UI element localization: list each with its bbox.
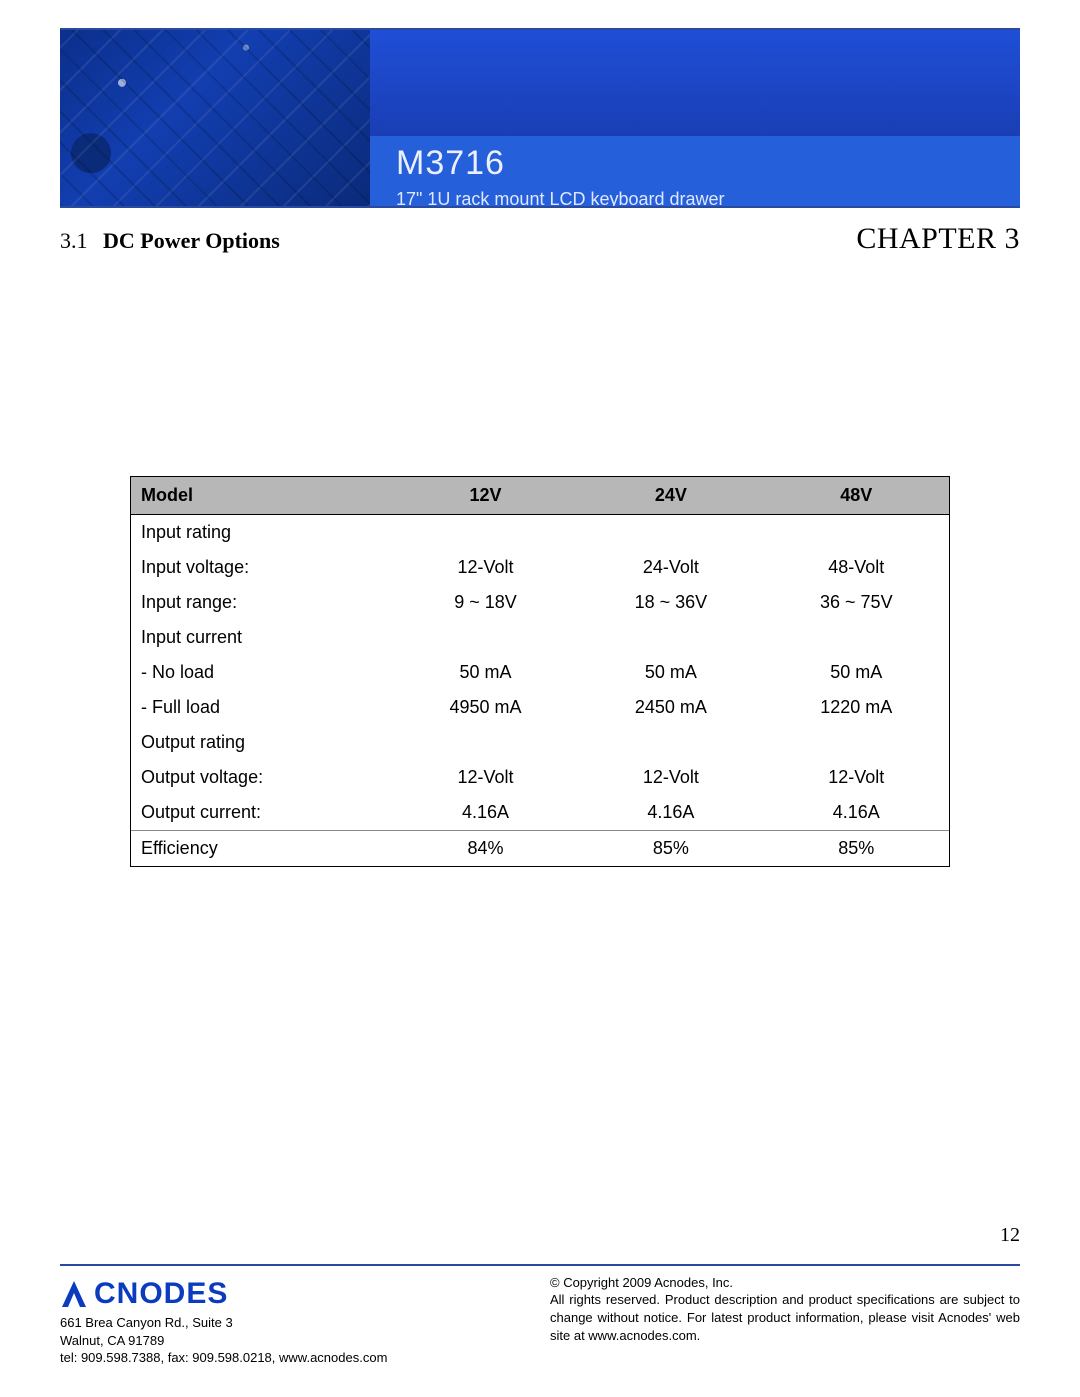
table-cell: 84% xyxy=(393,831,578,867)
table-cell: 9 ~ 18V xyxy=(393,585,578,620)
table-cell xyxy=(393,620,578,655)
footer-copyright: © Copyright 2009 Acnodes, Inc. xyxy=(550,1274,1020,1292)
table-cell xyxy=(578,725,763,760)
table-cell: 12-Volt xyxy=(764,760,949,795)
footer-legal: All rights reserved. Product description… xyxy=(550,1291,1020,1344)
footer-address-3: tel: 909.598.7388, fax: 909.598.0218, ww… xyxy=(60,1349,387,1367)
table-cell: 1220 mA xyxy=(764,690,949,725)
table-cell: 24-Volt xyxy=(578,550,763,585)
table-row-label: Input current xyxy=(131,620,393,655)
table-cell: 85% xyxy=(764,831,949,867)
table-row-label: - No load xyxy=(131,655,393,690)
table-cell xyxy=(393,725,578,760)
table-row-label: Input range: xyxy=(131,585,393,620)
table-cell: 36 ~ 75V xyxy=(764,585,949,620)
banner-circuit-image xyxy=(60,30,370,206)
table-cell: 4950 mA xyxy=(393,690,578,725)
table-row-label: Input voltage: xyxy=(131,550,393,585)
table-row-label: Output current: xyxy=(131,795,393,831)
table-cell xyxy=(764,725,949,760)
brand-text: CNODES xyxy=(94,1274,228,1315)
table-row-label: Efficiency xyxy=(131,831,393,867)
table-cell xyxy=(764,620,949,655)
table-col-12v: 12V xyxy=(393,477,578,515)
table-cell xyxy=(764,515,949,551)
table-row-label: Input rating xyxy=(131,515,393,551)
footer-address-2: Walnut, CA 91789 xyxy=(60,1332,387,1350)
table-row-label: - Full load xyxy=(131,690,393,725)
section-number: 3.1 xyxy=(60,228,88,253)
table-cell: 48-Volt xyxy=(764,550,949,585)
table-cell: 4.16A xyxy=(578,795,763,831)
page-number: 12 xyxy=(1000,1224,1020,1247)
table-row-label: Output voltage: xyxy=(131,760,393,795)
header-banner: M3716 17" 1U rack mount LCD keyboard dra… xyxy=(60,28,1020,208)
section-name: DC Power Options xyxy=(103,228,280,253)
table-cell: 12-Volt xyxy=(578,760,763,795)
table-cell: 50 mA xyxy=(764,655,949,690)
brand-logo: CNODES xyxy=(60,1274,387,1315)
table-cell: 12-Volt xyxy=(393,550,578,585)
chapter-label: CHAPTER 3 xyxy=(856,222,1020,256)
table-cell: 4.16A xyxy=(764,795,949,831)
dc-power-table: Model12V24V48V Input ratingInput voltage… xyxy=(130,476,950,867)
footer-address-1: 661 Brea Canyon Rd., Suite 3 xyxy=(60,1314,387,1332)
table-cell: 50 mA xyxy=(393,655,578,690)
table-row-label: Output rating xyxy=(131,725,393,760)
table-cell xyxy=(578,515,763,551)
banner-title-block: M3716 17" 1U rack mount LCD keyboard dra… xyxy=(370,30,1020,206)
table-cell: 4.16A xyxy=(393,795,578,831)
table-col-24v: 24V xyxy=(578,477,763,515)
table-cell: 18 ~ 36V xyxy=(578,585,763,620)
section-title-bar: 3.1 DC Power Options CHAPTER 3 xyxy=(60,222,1020,256)
table-cell xyxy=(393,515,578,551)
table-cell: 2450 mA xyxy=(578,690,763,725)
model-subtitle-1: 17" 1U rack mount LCD keyboard drawer xyxy=(396,187,1020,208)
table-cell: 85% xyxy=(578,831,763,867)
table-cell: 50 mA xyxy=(578,655,763,690)
page-footer: CNODES 661 Brea Canyon Rd., Suite 3 Waln… xyxy=(60,1264,1020,1367)
table-cell: 12-Volt xyxy=(393,760,578,795)
table-col-48v: 48V xyxy=(764,477,949,515)
model-number: M3716 xyxy=(396,144,1020,183)
table-col-model: Model xyxy=(131,477,393,515)
table-cell xyxy=(578,620,763,655)
